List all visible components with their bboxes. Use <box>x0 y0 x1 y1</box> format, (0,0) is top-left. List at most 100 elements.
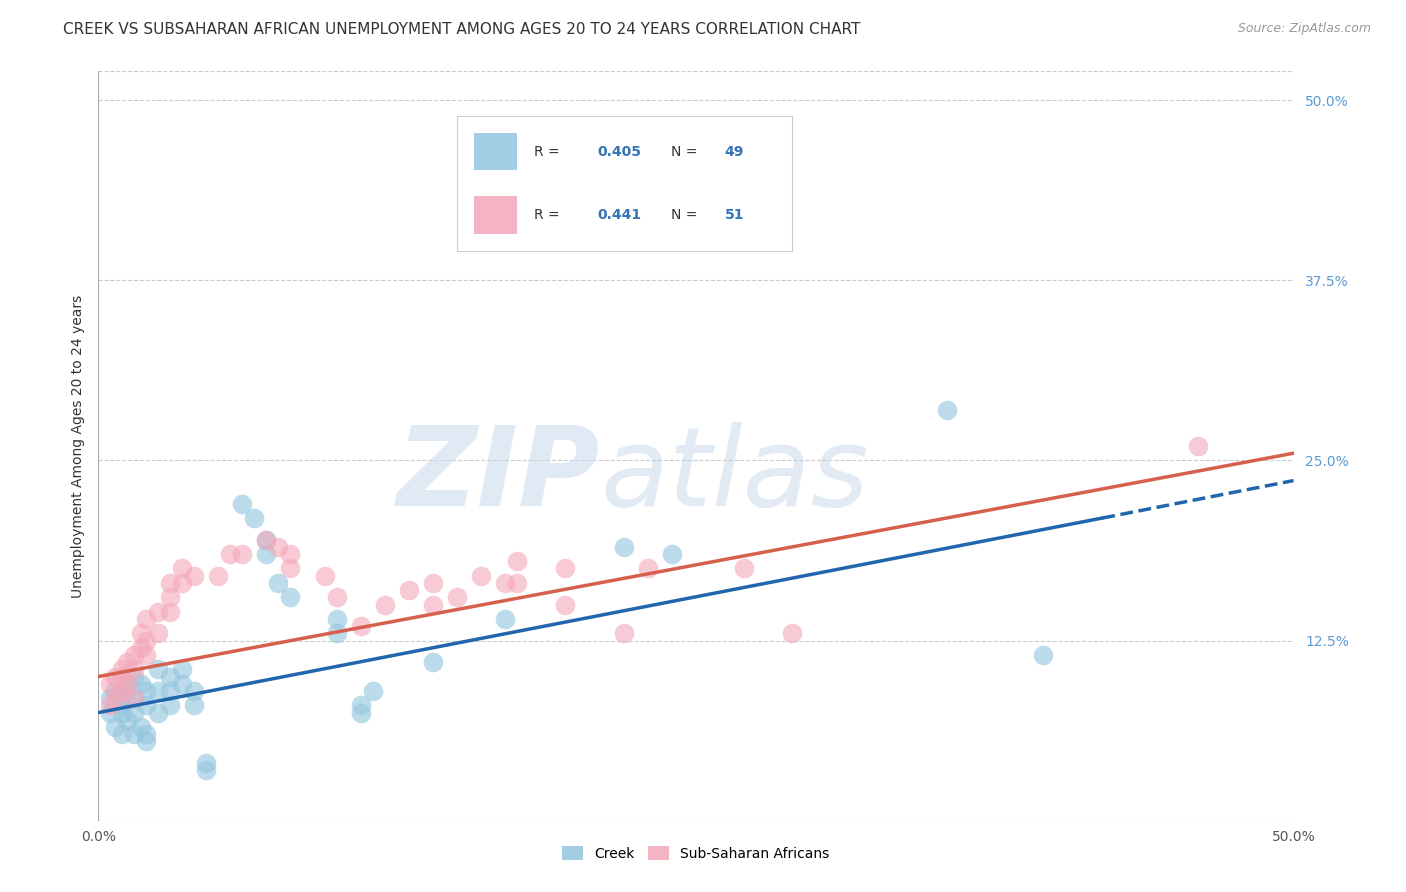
Point <box>936 403 959 417</box>
Point <box>374 598 396 612</box>
Point <box>148 662 170 676</box>
Point <box>254 533 277 547</box>
Point <box>207 568 229 582</box>
Point <box>111 706 134 720</box>
Point <box>517 179 540 194</box>
Point <box>115 691 138 706</box>
Point <box>104 720 127 734</box>
Point <box>278 547 301 561</box>
Point <box>124 662 146 676</box>
Point <box>111 684 134 698</box>
Point <box>446 591 468 605</box>
Point <box>231 497 253 511</box>
Point <box>111 684 134 698</box>
Point <box>115 655 138 669</box>
Point <box>115 677 138 691</box>
Point <box>350 698 373 713</box>
Point <box>470 568 492 582</box>
Point <box>494 612 516 626</box>
Y-axis label: Unemployment Among Ages 20 to 24 years: Unemployment Among Ages 20 to 24 years <box>70 294 84 598</box>
Point <box>195 756 218 770</box>
Point <box>124 706 146 720</box>
Point <box>363 684 385 698</box>
Point <box>422 598 444 612</box>
Point <box>111 727 134 741</box>
Point <box>494 575 516 590</box>
Point <box>159 591 181 605</box>
Point <box>124 727 146 741</box>
Point <box>159 605 181 619</box>
Point <box>219 547 242 561</box>
Point <box>326 626 349 640</box>
Point <box>159 669 181 683</box>
Point <box>1032 648 1054 662</box>
Point <box>111 662 134 676</box>
Point <box>733 561 755 575</box>
Point <box>148 605 170 619</box>
Point <box>613 626 636 640</box>
Point <box>267 540 290 554</box>
Point <box>183 684 205 698</box>
Point <box>780 626 803 640</box>
Point <box>124 691 146 706</box>
Point <box>661 547 683 561</box>
Point <box>111 669 134 683</box>
Point <box>637 561 659 575</box>
Point <box>254 547 277 561</box>
Point <box>172 561 194 575</box>
Point <box>159 575 181 590</box>
Point <box>135 684 157 698</box>
Point <box>278 561 301 575</box>
Point <box>506 554 529 568</box>
Point <box>104 691 127 706</box>
Point <box>172 575 194 590</box>
Point <box>135 612 157 626</box>
Point <box>267 575 290 590</box>
Point <box>135 734 157 748</box>
Point <box>350 619 373 633</box>
Point <box>148 626 170 640</box>
Point <box>183 698 205 713</box>
Point <box>135 698 157 713</box>
Point <box>124 648 146 662</box>
Point <box>124 691 146 706</box>
Point <box>115 677 138 691</box>
Text: ZIP: ZIP <box>396 423 600 530</box>
Point <box>195 763 218 777</box>
Point <box>350 706 373 720</box>
Point <box>148 684 170 698</box>
Point <box>135 648 157 662</box>
Point <box>131 626 153 640</box>
Point <box>1187 439 1209 453</box>
Point <box>131 640 153 655</box>
Point <box>98 677 122 691</box>
Point <box>398 583 420 598</box>
Point <box>254 533 277 547</box>
Text: CREEK VS SUBSAHARAN AFRICAN UNEMPLOYMENT AMONG AGES 20 TO 24 YEARS CORRELATION C: CREEK VS SUBSAHARAN AFRICAN UNEMPLOYMENT… <box>63 22 860 37</box>
Point <box>104 684 127 698</box>
Point <box>98 698 122 713</box>
Legend: Creek, Sub-Saharan Africans: Creek, Sub-Saharan Africans <box>557 840 835 866</box>
Point <box>422 575 444 590</box>
Point <box>422 655 444 669</box>
Text: atlas: atlas <box>600 423 869 530</box>
Point <box>159 698 181 713</box>
Point <box>172 677 194 691</box>
Point <box>231 547 253 561</box>
Point <box>111 698 134 713</box>
Text: Source: ZipAtlas.com: Source: ZipAtlas.com <box>1237 22 1371 36</box>
Point <box>131 720 153 734</box>
Point <box>554 598 576 612</box>
Point <box>115 713 138 727</box>
Point <box>183 568 205 582</box>
Point <box>159 684 181 698</box>
Point <box>104 669 127 683</box>
Point <box>172 662 194 676</box>
Point <box>554 561 576 575</box>
Point <box>326 612 349 626</box>
Point <box>613 540 636 554</box>
Point <box>124 669 146 683</box>
Point <box>506 575 529 590</box>
Point <box>278 591 301 605</box>
Point <box>148 706 170 720</box>
